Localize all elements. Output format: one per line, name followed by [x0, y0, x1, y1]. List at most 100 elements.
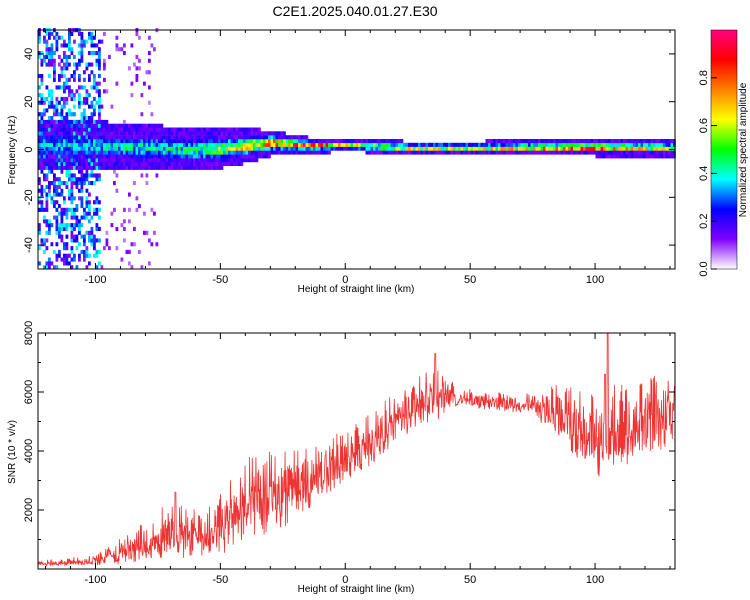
heatmap-cell — [468, 146, 471, 151]
heatmap-cell — [98, 165, 101, 170]
heatmap-cell — [478, 142, 481, 147]
heatmap-cell — [258, 135, 261, 140]
heatmap-cell — [53, 139, 56, 144]
heatmap-cell — [78, 188, 81, 193]
heatmap-cell — [95, 223, 99, 228]
heatmap-cell — [320, 142, 324, 147]
heatmap-cell — [513, 139, 516, 144]
heatmap-cell — [68, 119, 71, 124]
heatmap-cell — [168, 154, 171, 159]
heatmap-cell — [623, 146, 626, 151]
heatmap-cell — [525, 142, 529, 147]
heatmap-cell — [160, 161, 164, 166]
heatmap-cell — [45, 184, 49, 189]
heatmap-cell — [258, 146, 261, 151]
heatmap-cell — [658, 146, 661, 151]
heatmap-cell — [55, 200, 59, 205]
heatmap-cell — [55, 219, 59, 224]
heatmap-cell — [73, 223, 76, 228]
heatmap-cell — [88, 150, 91, 155]
heatmap-cell — [63, 39, 66, 44]
heatmap-cell — [40, 81, 44, 86]
heatmap-cell — [170, 161, 174, 166]
heatmap-cell — [213, 139, 216, 144]
heatmap-cell — [53, 77, 56, 82]
snr-plot-area — [38, 333, 675, 567]
heatmap-cell — [140, 139, 144, 144]
heatmap-cell — [75, 165, 79, 170]
heatmap-cell — [278, 131, 281, 136]
heatmap-cell — [495, 146, 499, 151]
heatmap-cell — [195, 161, 199, 166]
heatmap-cell — [175, 161, 179, 166]
heatmap-cell — [103, 150, 106, 155]
heatmap-cell — [55, 158, 59, 163]
heatmap-cell — [155, 173, 159, 178]
heatmap-cell — [100, 123, 104, 128]
heatmap-cell — [135, 135, 139, 140]
heatmap-cell — [73, 150, 76, 155]
heatmap-cell — [228, 154, 231, 159]
heatmap-cell — [513, 150, 516, 155]
heatmap-cell — [155, 242, 159, 247]
heatmap-cell — [490, 139, 494, 144]
heatmap-cell — [103, 66, 106, 71]
heatmap-cell — [113, 158, 116, 163]
heatmap-cell — [145, 139, 149, 144]
heatmap-cell — [218, 146, 221, 151]
heatmap-cell — [103, 89, 106, 94]
heatmap-cell — [45, 62, 49, 67]
heatmap-cell — [88, 200, 91, 205]
heatmap-cell — [233, 139, 236, 144]
heatmap-cell — [138, 139, 141, 144]
heatmap-cell — [120, 127, 124, 132]
heatmap-cell — [85, 211, 89, 216]
heatmap-cell — [398, 142, 401, 147]
heatmap-cell — [203, 158, 206, 163]
heatmap-cell — [538, 150, 541, 155]
heatmap-cell — [188, 127, 191, 132]
heatmap-cell — [218, 158, 221, 163]
heatmap-cell — [65, 169, 69, 174]
heatmap-cell — [50, 89, 54, 94]
heatmap-cell — [63, 89, 66, 94]
x-tick-label: 100 — [586, 274, 604, 286]
heatmap-cell — [420, 142, 424, 147]
heatmap-cell — [545, 142, 549, 147]
heatmap-cell — [150, 127, 154, 132]
heatmap-cell — [318, 139, 321, 144]
snr-x-ticks: -100 -50 0 50 100 — [44, 333, 671, 586]
heatmap-cell — [90, 135, 94, 140]
heatmap-cell — [48, 127, 51, 132]
heatmap-cell — [65, 127, 69, 132]
heatmap-cell — [208, 146, 211, 151]
heatmap-cell — [545, 139, 549, 144]
heatmap-cell — [93, 131, 96, 136]
heatmap-cell — [43, 123, 46, 128]
heatmap-cell — [95, 226, 99, 231]
heatmap-cell — [430, 150, 434, 155]
heatmap-cell — [323, 150, 326, 155]
heatmap-cell — [590, 142, 594, 147]
heatmap-cell — [78, 223, 81, 228]
heatmap-cell — [135, 74, 139, 79]
heatmap-cell — [653, 142, 656, 147]
heatmap-cell — [228, 146, 231, 151]
heatmap-cell — [148, 58, 151, 63]
heatmap-cell — [55, 192, 59, 197]
heatmap-cell — [98, 238, 101, 243]
heatmap-cell — [95, 62, 99, 67]
heatmap-cell — [70, 265, 74, 270]
heatmap-cell — [233, 158, 236, 163]
heatmap-cell — [78, 43, 81, 48]
heatmap-cell — [570, 150, 574, 155]
heatmap-cell — [613, 142, 616, 147]
heatmap-cell — [108, 139, 111, 144]
heatmap-cell — [150, 154, 154, 159]
heatmap-cell — [135, 154, 139, 159]
heatmap-cell — [658, 139, 661, 144]
heatmap-cell — [140, 165, 144, 170]
heatmap-cell — [498, 142, 501, 147]
heatmap-cell — [95, 154, 99, 159]
heatmap-cell — [55, 242, 59, 247]
